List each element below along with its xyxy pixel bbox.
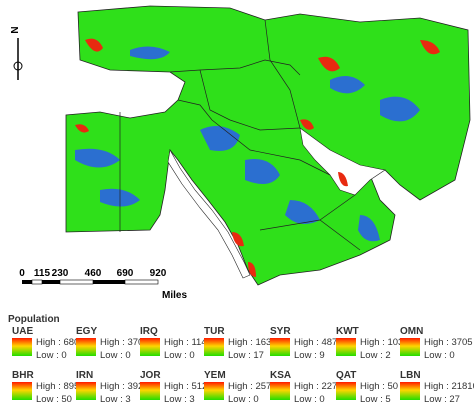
water-patches bbox=[75, 46, 420, 242]
country-code: TUR bbox=[204, 326, 225, 337]
color-ramp bbox=[336, 338, 356, 356]
low-label: Low : 5 bbox=[360, 394, 391, 405]
high-label: High : 895 bbox=[36, 381, 79, 392]
high-label: High : 1639 bbox=[228, 337, 277, 348]
color-ramp bbox=[76, 338, 96, 356]
high-label: High : 227 bbox=[294, 381, 337, 392]
scale-label: 920 bbox=[150, 268, 167, 279]
scale-label: 690 bbox=[117, 268, 134, 279]
low-label: Low : 0 bbox=[424, 350, 455, 361]
country-code: KSA bbox=[270, 370, 291, 381]
hotspots bbox=[75, 38, 440, 277]
color-ramp bbox=[400, 382, 420, 400]
color-ramp bbox=[400, 338, 420, 356]
country-code: QAT bbox=[336, 370, 356, 381]
color-ramp bbox=[270, 338, 290, 356]
legend-title: Population bbox=[8, 314, 60, 325]
color-ramp bbox=[12, 338, 32, 356]
scale-bar: 0 115 230 460 690 920 Miles bbox=[19, 268, 187, 301]
country-code: JOR bbox=[140, 370, 161, 381]
color-ramp bbox=[204, 338, 224, 356]
country-code: OMN bbox=[400, 326, 423, 337]
low-label: Low : 50 bbox=[36, 394, 72, 405]
country-code: SYR bbox=[270, 326, 291, 337]
low-label: Low : 2 bbox=[360, 350, 391, 361]
country-code: KWT bbox=[336, 326, 359, 337]
low-label: Low : 0 bbox=[294, 394, 325, 405]
north-arrow: N bbox=[10, 26, 23, 80]
high-label: High : 392 bbox=[100, 381, 143, 392]
low-label: Low : 9 bbox=[294, 350, 325, 361]
high-label: High : 3705 bbox=[100, 337, 149, 348]
low-label: Low : 0 bbox=[228, 394, 259, 405]
color-ramp bbox=[140, 338, 160, 356]
high-label: High : 1148 bbox=[164, 337, 212, 348]
high-label: High : 680 bbox=[36, 337, 79, 348]
color-ramp bbox=[76, 382, 96, 400]
country-code: IRN bbox=[76, 370, 93, 381]
high-label: High : 3705 bbox=[424, 337, 473, 348]
country-code: BHR bbox=[12, 370, 34, 381]
country-code: IRQ bbox=[140, 326, 158, 337]
high-label: High : 103 bbox=[360, 337, 403, 348]
scale-label: 460 bbox=[85, 268, 102, 279]
scale-label: 230 bbox=[52, 268, 69, 279]
low-label: Low : 17 bbox=[228, 350, 264, 361]
high-label: High : 21810 bbox=[424, 381, 474, 392]
color-ramp bbox=[270, 382, 290, 400]
land bbox=[65, 5, 471, 286]
country-code: LBN bbox=[400, 370, 421, 381]
region-map bbox=[65, 5, 471, 286]
country-code: YEM bbox=[204, 370, 226, 381]
red-sea bbox=[167, 149, 251, 279]
north-label: N bbox=[10, 26, 21, 33]
high-label: High : 487 bbox=[294, 337, 337, 348]
high-label: High : 25755 bbox=[228, 381, 282, 392]
low-label: Low : 0 bbox=[100, 350, 131, 361]
high-label: High : 50 bbox=[360, 381, 398, 392]
country-code: EGY bbox=[76, 326, 97, 337]
low-label: Low : 0 bbox=[164, 350, 195, 361]
low-label: Low : 3 bbox=[164, 394, 195, 405]
color-ramp bbox=[336, 382, 356, 400]
low-label: Low : 3 bbox=[100, 394, 131, 405]
low-label: Low : 0 bbox=[36, 350, 67, 361]
high-label: High : 512 bbox=[164, 381, 207, 392]
scale-unit: Miles bbox=[162, 290, 187, 301]
low-label: Low : 27 bbox=[424, 394, 460, 405]
color-ramp bbox=[12, 382, 32, 400]
scale-label: 115 bbox=[34, 268, 51, 279]
color-ramp bbox=[140, 382, 160, 400]
color-ramp bbox=[204, 382, 224, 400]
borders bbox=[119, 19, 361, 251]
scale-label: 0 bbox=[19, 268, 25, 279]
country-code: UAE bbox=[12, 326, 33, 337]
